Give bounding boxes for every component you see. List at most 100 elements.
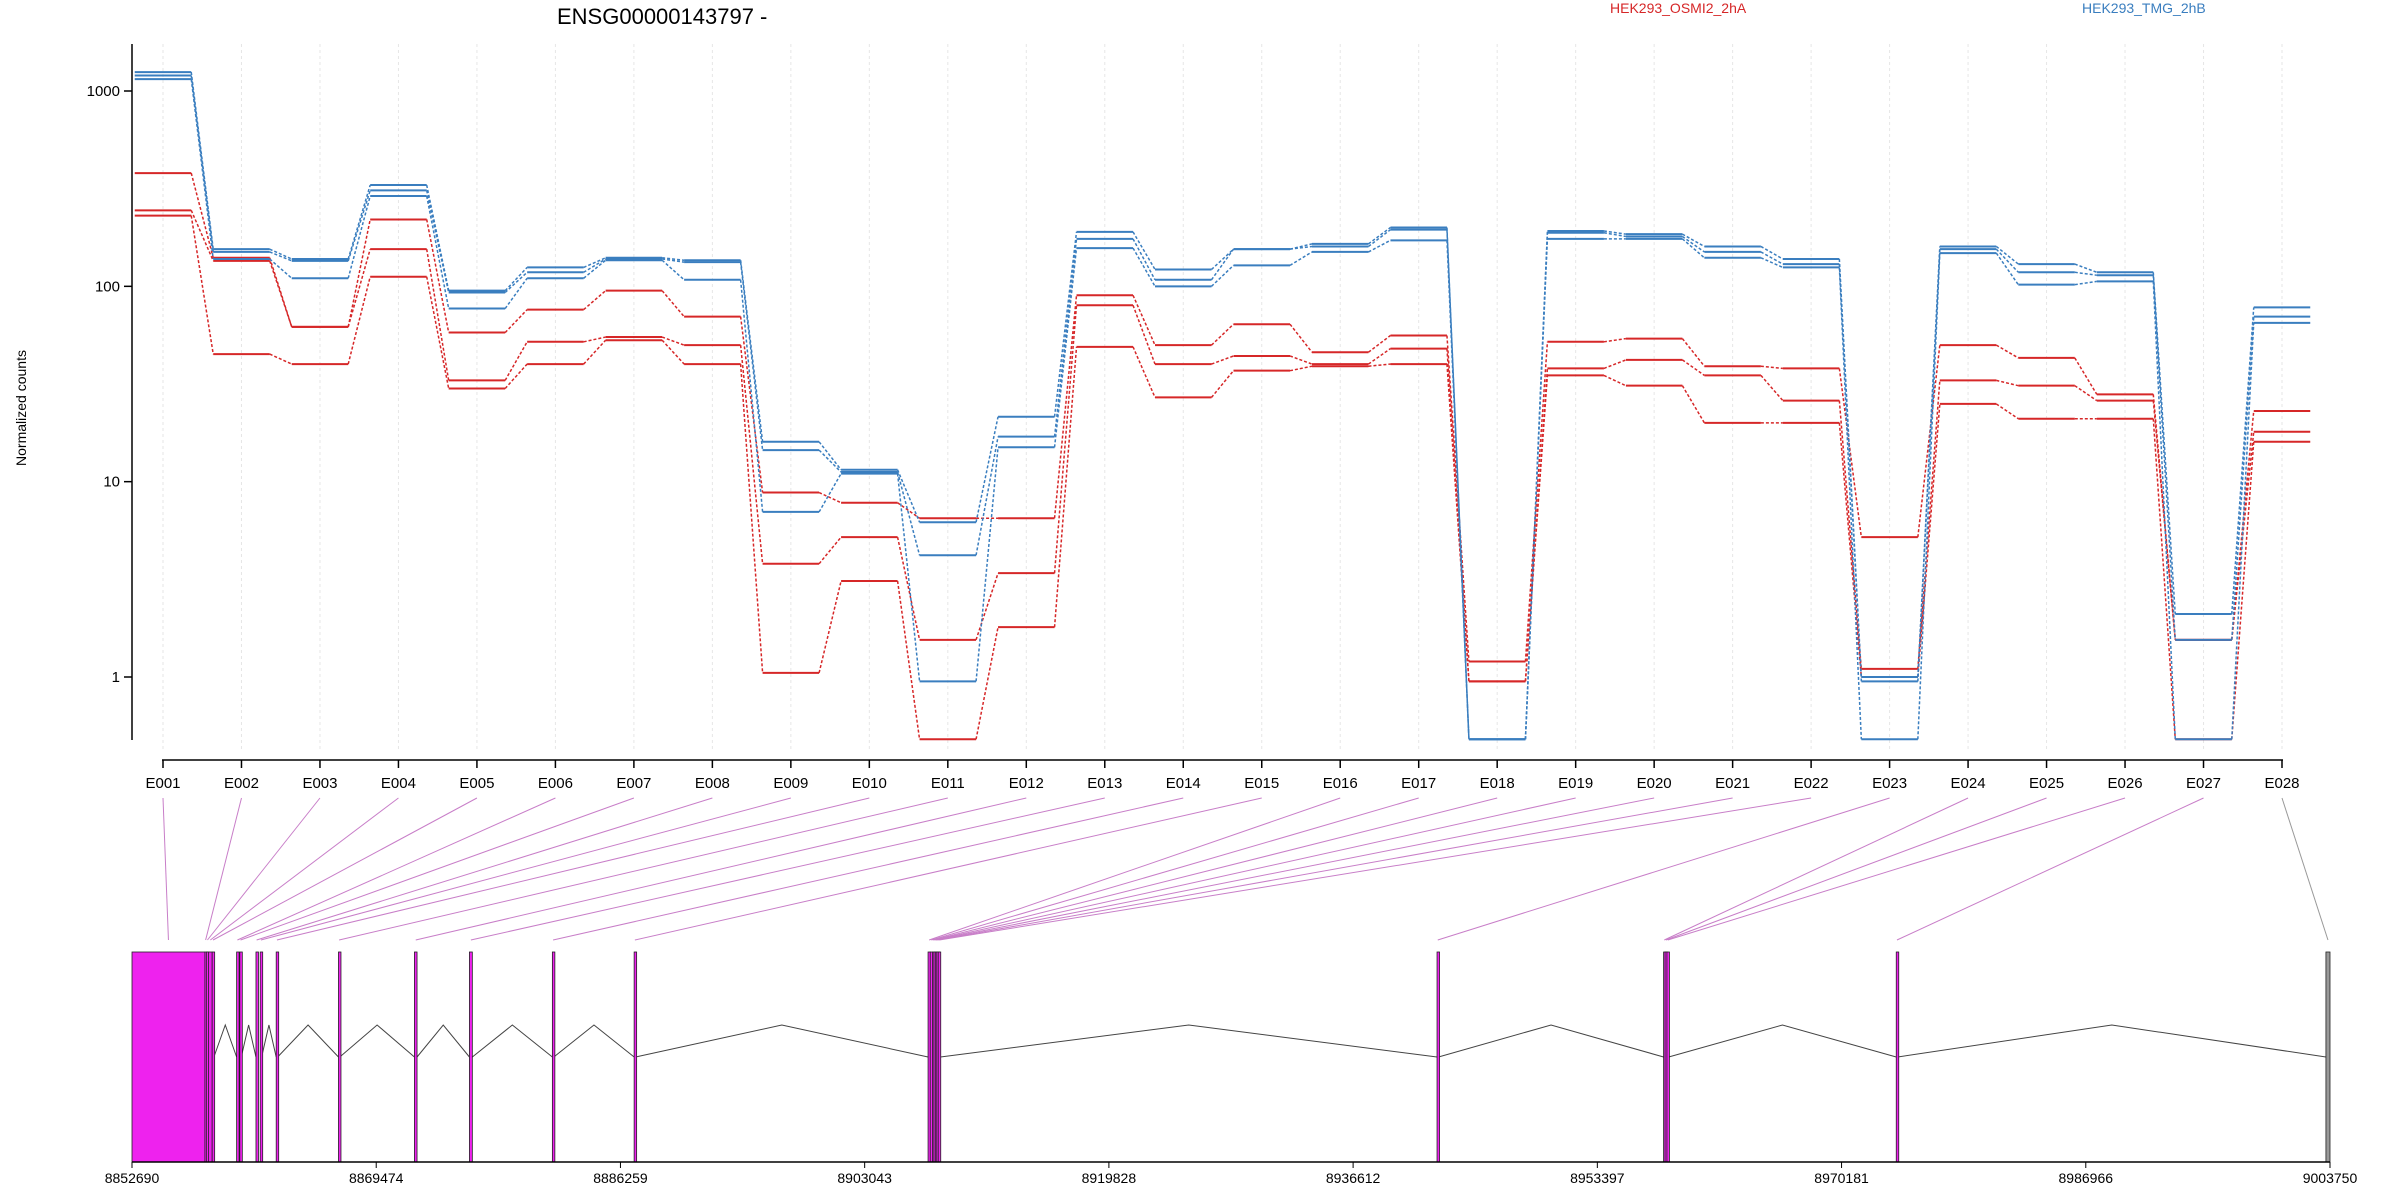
data-connector: [269, 248, 293, 260]
x-tick-label: E015: [1244, 775, 1279, 792]
coord-tick-label: 8869474: [349, 1170, 404, 1186]
data-connector: [1132, 231, 1156, 270]
series-2: [134, 214, 2311, 741]
data-connector: [661, 336, 685, 346]
data-connector: [662, 258, 685, 263]
data-connector: [1524, 375, 1549, 682]
x-tick-label: E013: [1087, 775, 1122, 792]
data-connector: [1681, 385, 1706, 424]
exon-block-E013: [469, 951, 473, 1163]
data-connector: [1210, 248, 1235, 281]
data-connector: [1289, 245, 1313, 250]
data-connector: [818, 491, 842, 504]
exon-connector-E008: [256, 797, 713, 941]
x-tick-label: E008: [695, 775, 730, 792]
data-connector: [504, 277, 528, 309]
data-connector: [1917, 345, 1941, 538]
data-connector: [1995, 248, 2019, 273]
data-connector: [425, 184, 450, 291]
data-connector: [1603, 230, 1627, 235]
data-connector: [1368, 363, 1391, 367]
exon-block-E004: [208, 951, 213, 1163]
legend-label-osmi2: HEK293_OSMI2_2hA: [1610, 0, 1747, 16]
data-connector: [1681, 359, 1705, 377]
data-connector: [1368, 239, 1391, 253]
intron-line: [472, 1024, 553, 1058]
intron-line: [1668, 1024, 1897, 1058]
data-connector: [661, 259, 685, 281]
exon-connector-E003: [207, 797, 321, 941]
exon-connector-E004: [210, 797, 399, 941]
series-5: [134, 78, 2311, 741]
data-connector: [2074, 263, 2098, 273]
x-tick-label: E002: [224, 775, 259, 792]
data-connector: [818, 473, 842, 513]
coord-tick-label: 8886259: [593, 1170, 648, 1186]
data-connector: [1053, 247, 1078, 448]
x-tick-label: E018: [1480, 775, 1515, 792]
data-connector: [1760, 365, 1783, 370]
y-tick-label: 10: [103, 474, 120, 491]
x-tick-label: E001: [145, 775, 180, 792]
intron-line: [213, 1023, 238, 1058]
exon-block-E014: [551, 951, 556, 1163]
exon-connector-E005: [212, 797, 478, 941]
data-connector: [1446, 364, 1470, 682]
data-connector: [1368, 226, 1391, 245]
gene-model: [131, 951, 2331, 1163]
data-connector: [1524, 238, 1549, 740]
y-axis-label: Normalized counts: [13, 350, 29, 466]
exon-connector-E019: [934, 797, 1576, 941]
genomic-coordinate-axis: 8852690 8869474 8886259 8903043 8919828 89366…: [105, 1161, 2357, 1186]
data-connector: [1838, 368, 1863, 538]
coord-tick-label: 8936612: [1326, 1170, 1381, 1186]
exon-block-E006: [236, 951, 240, 1163]
data-connector: [347, 248, 371, 328]
data-connector: [661, 339, 685, 365]
data-connector: [1132, 247, 1156, 287]
data-connector: [1760, 374, 1784, 402]
intron-line: [635, 1024, 929, 1058]
data-connector: [1838, 267, 1863, 740]
exon-connector-E016: [928, 797, 1341, 941]
data-connector: [818, 449, 842, 473]
x-tick-label: E011: [931, 775, 965, 792]
data-connector: [1053, 295, 1078, 519]
data-connector: [897, 502, 920, 519]
intron-line: [940, 1024, 1438, 1058]
data-connector: [583, 336, 606, 343]
x-tick-label: E012: [1009, 775, 1044, 792]
y-tick-label: 1: [112, 669, 120, 686]
data-connector: [2074, 271, 2097, 276]
data-connector: [896, 469, 921, 523]
data-connector: [347, 276, 371, 365]
exon-connector-E022: [939, 797, 1812, 941]
data-connector: [425, 195, 450, 309]
data-connector: [2074, 357, 2098, 395]
exon-connector-E010: [276, 797, 870, 941]
data-connector: [1995, 252, 2019, 286]
series-lines: [134, 71, 2311, 741]
data-connector: [1053, 238, 1078, 437]
data-connector: [1995, 403, 2019, 420]
data-connector: [1289, 365, 1313, 372]
data-connector: [425, 276, 450, 389]
intron-line: [339, 1024, 415, 1058]
data-connector: [2231, 316, 2255, 640]
data-connector: [1132, 346, 1156, 398]
data-connector: [269, 353, 293, 365]
data-connector: [583, 258, 607, 273]
intron-line: [1438, 1024, 1664, 1058]
data-connector: [1210, 323, 1235, 346]
data-connector: [1446, 240, 1470, 740]
data-connector: [1760, 251, 1784, 265]
exon-block-E005: [211, 951, 216, 1163]
exon-connector-E017: [931, 797, 1419, 941]
x-tick-label: E003: [302, 775, 337, 792]
legend-label-tmg: HEK293_TMG_2hB: [2082, 0, 2206, 16]
data-connector: [739, 316, 764, 493]
x-tick-label: E009: [773, 775, 808, 792]
intron-line: [277, 1024, 339, 1058]
data-connector: [662, 257, 685, 261]
